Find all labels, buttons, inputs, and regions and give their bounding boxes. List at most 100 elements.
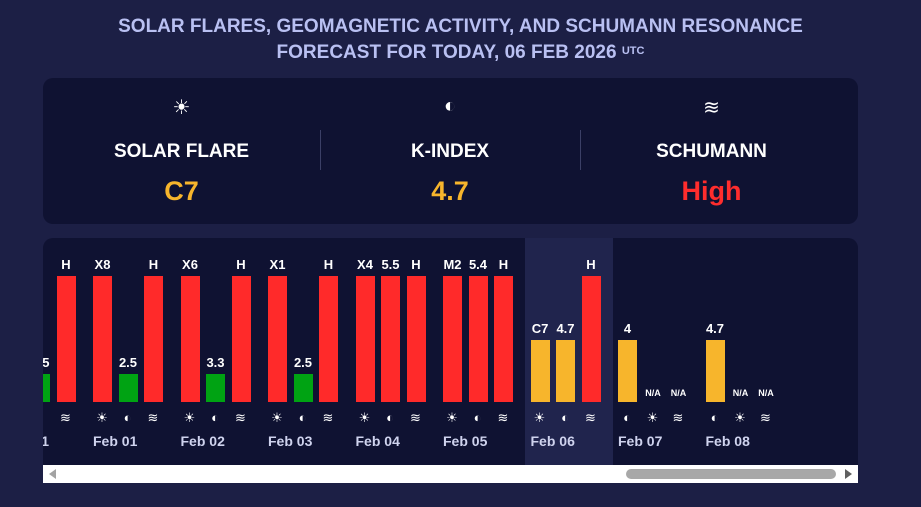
waves-icon: ≋ [235,410,246,425]
bar-kindex[interactable] [556,340,575,402]
bar-label-schumann: H [236,257,246,272]
solar-flare-value: C7 [164,176,199,206]
scroll-left-arrow-icon[interactable] [49,469,56,479]
bar-label-kindex: 2.5 [43,355,50,370]
bar-label-solar: M2 [443,257,462,272]
waves-icon: ≋ [147,410,159,425]
bar-label-solar: X4 [357,257,373,272]
summary-solar-flare: ☀ SOLAR FLARE C7 [43,78,320,224]
summary-panel: ☀ SOLAR FLARE C7 ◐ K-INDEX 4.7 ≋ SCHUMAN… [43,78,858,224]
title-line-2: FORECAST FOR TODAY, 06 FEB 2026 UTC [0,40,921,66]
magnet-icon: ◐ [443,95,457,117]
bar-kindex[interactable] [468,276,488,402]
bar-label-kindex: 5.5 [381,257,400,272]
bar-schumann[interactable] [581,276,601,402]
date-label: Feb 04 [355,433,400,449]
waves-icon: ≋ [410,410,421,425]
waves-icon: ≋ [60,410,71,425]
summary-divider [580,130,581,170]
bar-label-kindex: 3.3 [206,355,225,370]
utc-superscript: UTC [621,45,645,57]
bar-solar[interactable] [443,276,462,402]
bar-label-solar: X1 [269,257,286,272]
scrollbar-thumb[interactable] [626,469,836,479]
bar-label-schumann: H [498,257,509,272]
magnet-icon: ◐ [43,410,49,425]
bar-schumann[interactable] [144,276,163,402]
bar-label-schumann: H [586,257,596,272]
bar-kindex[interactable] [43,374,50,402]
waves-icon: ≋ [322,410,334,425]
bar-label-extra: N/A [758,388,774,398]
bar-kindex[interactable] [705,340,725,402]
magnet-icon: ◐ [623,410,631,425]
waves-icon: ≋ [760,410,771,425]
bar-label-schumann: H [148,257,159,272]
title-line-1: SOLAR FLARES, GEOMAGNETIC ACTIVITY, AND … [118,16,803,37]
bar-kindex[interactable] [293,374,313,402]
bar-solar[interactable] [93,276,112,402]
bar-schumann[interactable] [319,276,338,402]
k-index-label: K-INDEX [410,141,490,162]
waves-icon: ≋ [703,97,720,119]
summary-divider [320,130,321,170]
bar-label-solar: X8 [94,257,111,272]
bar-solar[interactable] [268,276,287,402]
sun-icon: ☀ [271,410,283,425]
sun-icon: ☀ [734,410,746,425]
bar-label-schumann: H [411,257,421,272]
summary-schumann: ≋ SCHUMANN High [580,78,843,224]
bar-solar[interactable] [530,340,550,402]
magnet-icon: ◐ [211,410,219,425]
bar-label-extra: N/A [670,388,687,398]
magnet-icon: ◐ [473,410,482,425]
bar-kindex[interactable] [118,374,138,402]
date-label: Feb 08 [705,433,750,449]
bar-solar[interactable] [355,276,375,402]
bar-schumann[interactable] [494,276,513,402]
bar-kindex[interactable] [618,340,637,402]
bar-label-kindex: 4.7 [556,321,575,336]
bar-label-solar: C7 [531,321,549,336]
magnet-icon: ◐ [710,410,719,425]
date-label: Feb 02 [180,433,225,449]
schumann-value: High [681,176,742,206]
bar-label-schumann: H [61,257,71,272]
bar-label-solar: X6 [182,257,198,272]
sun-icon: ☀ [533,410,546,425]
bar-label-schumann: N/A [645,388,661,398]
date-label: Feb 05 [443,433,488,449]
date-label: Jan 31 [43,433,50,449]
title-line-2-text: FORECAST FOR TODAY, 06 FEB 2026 [276,42,617,63]
date-label: Feb 03 [268,433,313,449]
bar-solar[interactable] [180,276,200,402]
date-label: Feb 06 [530,433,575,449]
bar-label-schumann: H [323,257,334,272]
sun-icon: ☀ [183,410,196,425]
scroll-right-arrow-icon[interactable] [845,469,852,479]
waves-icon: ≋ [672,410,684,425]
horizontal-scrollbar[interactable] [43,465,858,483]
bar-label-kindex: 2.5 [293,355,313,370]
magnet-icon: ◐ [561,410,569,425]
forecast-chart[interactable]: 2.5 H ☀ ◐ ≋ Jan 31 X8 2.5 H ☀ ◐ ≋ Feb 01 X6 3.3 H ☀ ◐ ≋ Feb… [43,238,858,465]
sun-icon: ☀ [96,410,108,425]
k-index-value: 4.7 [431,176,469,206]
bar-schumann[interactable] [406,276,426,402]
waves-icon: ≋ [585,410,596,425]
page-title: SOLAR FLARES, GEOMAGNETIC ACTIVITY, AND … [0,14,921,66]
bar-label-schumann: N/A [732,388,749,398]
bar-label-kindex: 4 [623,321,632,336]
bar-label-kindex: 2.5 [118,355,138,370]
bar-schumann[interactable] [231,276,251,402]
magnet-icon: ◐ [386,410,394,425]
magnet-icon: ◐ [298,410,307,425]
waves-icon: ≋ [497,410,509,425]
bar-kindex[interactable] [206,374,225,402]
bar-schumann[interactable] [56,276,76,402]
bar-kindex[interactable] [381,276,400,402]
sun-icon: ☀ [172,97,191,119]
sun-icon: ☀ [358,410,371,425]
bar-label-kindex: 5.4 [468,257,488,272]
sun-icon: ☀ [646,410,659,425]
